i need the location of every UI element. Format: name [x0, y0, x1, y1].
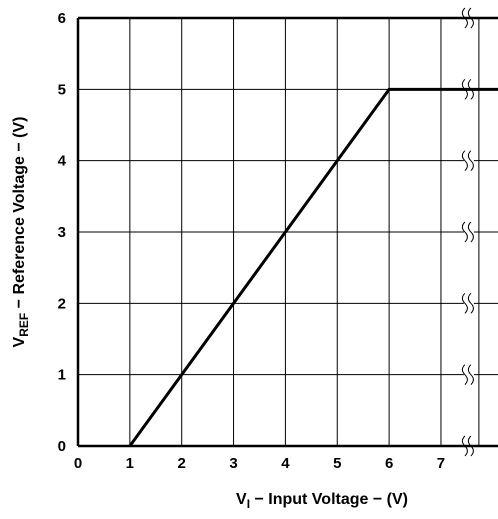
break-gap-3: [463, 221, 474, 243]
axis-break-marks: [461, 7, 474, 457]
x-tick-label-3: 3: [229, 455, 237, 472]
break-curve-left-2: [461, 292, 468, 314]
plot-frame: [76, 16, 498, 448]
x-tick-label-7: 7: [437, 455, 445, 472]
y-tick-label-3: 3: [58, 224, 66, 241]
x-axis-label-rest: − Input Voltage − (V): [250, 491, 408, 508]
x-tick-label-0: 0: [74, 455, 82, 472]
series-line-0: [128, 87, 498, 447]
y-axis-label-rest: − Reference Voltage − (V): [11, 117, 28, 313]
y-tick-label-5: 5: [58, 81, 66, 98]
break-gap-2: [463, 292, 474, 315]
break-gap-1: [463, 363, 474, 386]
break-curve-right-2: [467, 292, 474, 314]
series-lines: [128, 87, 498, 447]
break-curve-left-1: [461, 364, 468, 386]
x-tick-label-4: 4: [281, 455, 290, 472]
grid-lines: [78, 18, 498, 446]
break-curve-left-3: [461, 221, 468, 243]
y-tick-label-2: 2: [58, 295, 66, 312]
break-gap-4: [463, 149, 474, 172]
x-axis-label-sub: I: [247, 497, 250, 511]
x-axis-label: VI − Input Voltage − (V): [236, 491, 408, 511]
y-tick-label-1: 1: [58, 367, 66, 384]
y-axis-label-sub: REF: [17, 313, 31, 337]
y-tick-labels: 0 1 2 3 4 5 6: [58, 10, 67, 455]
x-axis-label-main: V: [236, 491, 247, 508]
break-curve-right-3: [467, 221, 474, 243]
break-curve-left-4: [461, 150, 468, 172]
y-axis-label-main: V: [11, 336, 28, 347]
y-tick-label-6: 6: [58, 10, 66, 27]
break-curve-right-4: [467, 150, 474, 172]
x-tick-labels: 0 1 2 3 4 5 6 7: [74, 455, 445, 472]
x-tick-label-2: 2: [178, 455, 186, 472]
x-tick-label-6: 6: [385, 455, 393, 472]
break-curve-right-1: [467, 364, 474, 386]
y-tick-label-4: 4: [58, 153, 67, 170]
x-tick-label-1: 1: [126, 455, 134, 472]
x-tick-label-5: 5: [333, 455, 341, 472]
y-axis-label: VREF − Reference Voltage − (V): [11, 117, 31, 348]
y-tick-label-0: 0: [58, 438, 66, 455]
